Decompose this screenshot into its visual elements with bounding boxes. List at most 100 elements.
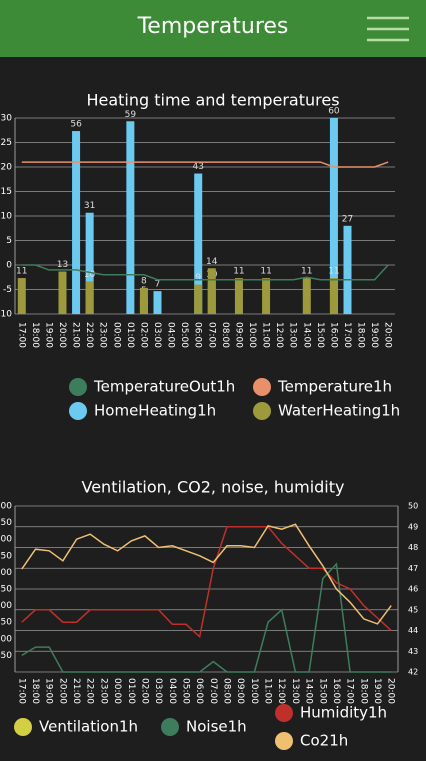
x-tick-label: 14:00	[304, 678, 314, 704]
x-tick-label: 15:00	[317, 678, 327, 704]
x-tick-label: 20:00	[386, 678, 396, 704]
x-tick-label: 12:00	[276, 678, 286, 704]
data-label: 59	[125, 110, 137, 120]
data-label: 27	[342, 214, 353, 224]
x-tick-label: 13:00	[288, 322, 298, 348]
data-label: 11	[233, 267, 244, 277]
bar	[72, 131, 81, 314]
y2-tick-label: 45	[408, 605, 418, 614]
x-tick-label: 02:00	[139, 678, 149, 704]
data-label: 13	[57, 260, 68, 270]
data-label: 56	[70, 120, 82, 130]
x-tick-label: 16:00	[331, 678, 341, 704]
data-label: 11	[16, 267, 27, 277]
x-tick-label: 17:00	[16, 678, 26, 704]
x-tick-label: 16:00	[328, 322, 338, 348]
legend-swatch	[161, 718, 179, 736]
data-label: 11	[301, 267, 312, 277]
x-tick-label: 00:00	[112, 678, 122, 704]
bar	[194, 173, 203, 314]
x-tick-label: 17:00	[342, 322, 352, 348]
line	[21, 526, 392, 639]
x-tick-label: 19:00	[44, 678, 54, 704]
data-label: 7	[155, 280, 161, 290]
x-tick-label: 10:00	[247, 322, 257, 348]
x-tick-label: 03:00	[153, 678, 163, 704]
x-tick-label: 21:00	[71, 678, 81, 704]
y-tick-label: -5	[3, 285, 12, 295]
y-tick-label: 750	[0, 551, 12, 561]
x-tick-label: 20:00	[57, 678, 67, 704]
data-label: 43	[192, 162, 203, 172]
x-tick-label: 21:00	[71, 322, 81, 348]
x-tick-label: 22:00	[84, 322, 94, 348]
x-tick-label: 08:00	[222, 678, 232, 704]
bar	[85, 281, 94, 314]
y-tick-label: 600	[0, 601, 12, 611]
x-tick-label: 06:00	[193, 322, 203, 348]
bar	[207, 281, 216, 314]
legend-label: Ventilation1h	[39, 718, 138, 736]
legend-swatch	[69, 378, 87, 396]
x-tick-label: 09:00	[233, 322, 243, 348]
x-tick-label: 08:00	[220, 322, 230, 348]
bar	[139, 287, 148, 314]
x-tick-label: 22:00	[85, 678, 95, 704]
x-tick-label: 20:00	[383, 322, 393, 348]
x-tick-label: 18:00	[358, 678, 368, 704]
y2-tick-label: 46	[408, 585, 418, 594]
y2-tick-label: 42	[408, 668, 418, 677]
x-tick-label: 05:00	[180, 678, 190, 704]
data-label: 9	[195, 273, 201, 283]
legend-swatch	[14, 718, 32, 736]
y-tick-label: 450	[0, 651, 12, 661]
menu-button[interactable]	[363, 9, 413, 49]
data-label: 11	[328, 267, 339, 277]
x-tick-label: 23:00	[98, 678, 108, 704]
data-label: 10	[84, 270, 96, 280]
x-tick-label: 06:00	[194, 678, 204, 704]
bar	[126, 121, 135, 315]
y-tick-label: 550	[0, 618, 12, 628]
y-tick-label: 5	[6, 236, 12, 246]
bar	[58, 271, 67, 314]
x-tick-label: 07:00	[206, 322, 216, 348]
legend-swatch	[69, 402, 87, 420]
y2-tick-label: 44	[408, 626, 418, 635]
legend-swatch	[253, 378, 271, 396]
y-tick-label: 700	[0, 568, 12, 578]
line	[21, 562, 392, 673]
legend-label: Temperature1h	[277, 378, 392, 396]
x-tick-label: 23:00	[98, 322, 108, 348]
legend-swatch	[275, 732, 293, 750]
x-tick-label: 01:00	[126, 678, 136, 704]
x-tick-label: 03:00	[152, 322, 162, 348]
y-tick-label: 20	[1, 163, 13, 173]
legend-label: Humidity1h	[300, 704, 387, 722]
x-tick-label: 04:00	[167, 678, 177, 704]
x-tick-label: 20:00	[57, 322, 67, 348]
y-tick-label: 10	[1, 212, 13, 222]
x-tick-label: 10:00	[249, 678, 259, 704]
data-label: 5	[141, 286, 147, 296]
data-label: 10	[206, 270, 218, 280]
legend-label: Noise1h	[186, 718, 247, 736]
x-tick-label: 11:00	[261, 322, 271, 348]
bar	[153, 291, 162, 314]
x-tick-label: 18:00	[356, 322, 366, 348]
bar	[262, 278, 271, 314]
y-tick-label: 900	[0, 502, 12, 512]
y2-tick-label: 47	[408, 564, 418, 573]
y-tick-label: 800	[0, 535, 12, 545]
x-tick-label: 07:00	[208, 678, 218, 704]
x-tick-label: 05:00	[179, 322, 189, 348]
x-tick-label: 15:00	[315, 322, 325, 348]
y2-tick-label: 43	[408, 647, 418, 656]
x-tick-label: 18:00	[30, 322, 40, 348]
x-tick-label: 12:00	[274, 322, 284, 348]
x-tick-label: 02:00	[138, 322, 148, 348]
legend-label: HomeHeating1h	[94, 402, 216, 420]
bar	[207, 268, 216, 314]
data-label: 8	[141, 276, 147, 286]
y2-tick-label: 48	[408, 543, 418, 552]
